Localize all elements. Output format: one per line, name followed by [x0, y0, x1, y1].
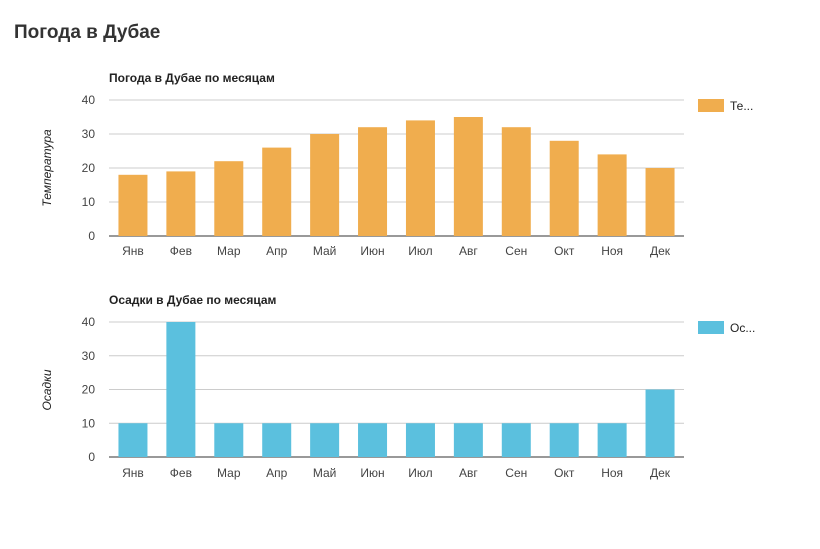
- precipitation-ytick-label: 30: [82, 349, 96, 363]
- precipitation-xtick-label: Май: [313, 466, 337, 480]
- precipitation-bar: [501, 423, 531, 457]
- precipitation-xtick-label: Июл: [408, 466, 432, 480]
- temperature-bar: [166, 171, 196, 236]
- precipitation-xtick-label: Сен: [505, 466, 527, 480]
- temperature-xtick-label: Июн: [360, 244, 384, 258]
- temperature-bar: [645, 168, 675, 236]
- precipitation-chart-title: Осадки в Дубае по месяцам: [109, 293, 277, 307]
- temperature-xtick-label: Авг: [459, 244, 478, 258]
- temperature-ytick-label: 30: [82, 127, 96, 141]
- temperature-xtick-label: Июл: [408, 244, 432, 258]
- temperature-xtick-label: Мар: [217, 244, 241, 258]
- precipitation-bar: [358, 423, 388, 457]
- precipitation-ytick-label: 40: [82, 315, 96, 329]
- temperature-bar: [358, 127, 388, 236]
- precipitation-xtick-label: Ноя: [601, 466, 623, 480]
- precipitation-xtick-label: Дек: [650, 466, 671, 480]
- temperature-xtick-label: Фев: [170, 244, 192, 258]
- precipitation-xtick-label: Июн: [360, 466, 384, 480]
- precipitation-y-axis-title: Осадки: [40, 369, 54, 410]
- temperature-xtick-label: Сен: [505, 244, 527, 258]
- temperature-xtick-label: Окт: [554, 244, 575, 258]
- temperature-legend-swatch: [698, 99, 724, 112]
- temperature-xtick-label: Дек: [650, 244, 671, 258]
- temperature-bar: [453, 117, 483, 236]
- page-title: Погода в Дубае: [14, 22, 161, 43]
- precipitation-xtick-label: Мар: [217, 466, 241, 480]
- precipitation-bar: [597, 423, 627, 457]
- precipitation-ytick-label: 0: [88, 450, 95, 464]
- precipitation-bar: [453, 423, 483, 457]
- precipitation-bar: [310, 423, 340, 457]
- precipitation-xtick-label: Окт: [554, 466, 575, 480]
- temperature-xtick-label: Май: [313, 244, 337, 258]
- temperature-bar: [214, 161, 244, 236]
- precipitation-bar: [645, 389, 675, 457]
- temperature-bar: [501, 127, 531, 236]
- temperature-legend-label: Те...: [730, 99, 753, 113]
- temperature-ytick-label: 0: [88, 229, 95, 243]
- precipitation-xtick-label: Авг: [459, 466, 478, 480]
- temperature-ytick-label: 20: [82, 161, 96, 175]
- precipitation-bar: [262, 423, 292, 457]
- temperature-bar: [262, 147, 292, 236]
- temperature-ytick-label: 40: [82, 93, 96, 107]
- temperature-xtick-label: Апр: [266, 244, 288, 258]
- precipitation-xtick-label: Янв: [122, 466, 144, 480]
- temperature-bar: [549, 140, 579, 236]
- precipitation-bar: [166, 322, 196, 457]
- precipitation-bar: [405, 423, 435, 457]
- temperature-y-axis-title: Температура: [40, 129, 54, 207]
- precipitation-xtick-label: Фев: [170, 466, 192, 480]
- precipitation-legend-swatch: [698, 321, 724, 334]
- temperature-ytick-label: 10: [82, 195, 96, 209]
- precipitation-bar: [118, 423, 148, 457]
- precipitation-ytick-label: 20: [82, 383, 96, 397]
- precipitation-bar: [214, 423, 244, 457]
- precipitation-xtick-label: Апр: [266, 466, 288, 480]
- precipitation-legend-label: Ос...: [730, 321, 755, 335]
- temperature-bar: [310, 134, 340, 236]
- temperature-chart-title: Погода в Дубае по месяцам: [109, 71, 275, 85]
- temperature-bar: [597, 154, 627, 236]
- precipitation-bar: [549, 423, 579, 457]
- precipitation-ytick-label: 10: [82, 416, 96, 430]
- temperature-xtick-label: Ноя: [601, 244, 623, 258]
- temperature-xtick-label: Янв: [122, 244, 144, 258]
- temperature-bar: [118, 174, 148, 236]
- temperature-bar: [405, 120, 435, 236]
